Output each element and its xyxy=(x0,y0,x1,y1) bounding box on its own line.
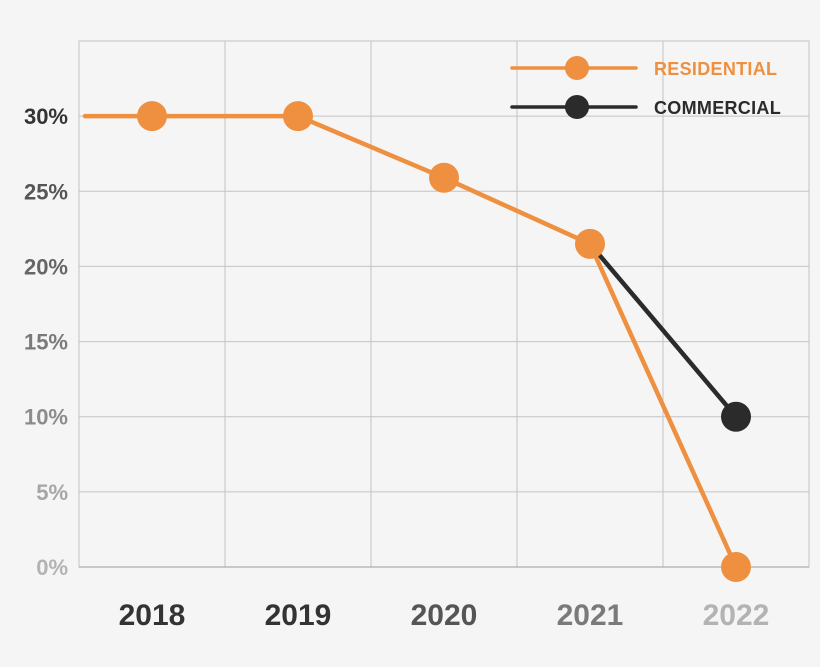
y-tick-label: 5% xyxy=(36,480,68,505)
series xyxy=(82,101,751,582)
y-tick-label: 30% xyxy=(24,104,68,129)
y-tick-label: 0% xyxy=(36,555,68,580)
legend-marker-commercial xyxy=(565,95,589,119)
x-tick-label: 2022 xyxy=(703,599,770,632)
data-point-residential xyxy=(283,101,313,132)
legend-label-residential: RESIDENTIAL xyxy=(654,59,777,79)
y-tick-label: 20% xyxy=(24,254,68,279)
data-point-residential xyxy=(137,101,167,132)
y-tick-label: 15% xyxy=(24,330,68,355)
y-tick-label: 10% xyxy=(24,405,68,430)
x-tick-label: 2020 xyxy=(411,599,478,632)
x-tick-label: 2019 xyxy=(265,599,332,632)
legend-label-commercial: COMMERCIAL xyxy=(654,98,781,118)
data-point-residential xyxy=(575,228,605,259)
data-point-residential xyxy=(429,162,459,193)
y-axis-ticks: 0% 5% 10% 15% 20% 25% 30% xyxy=(24,104,68,580)
x-tick-label: 2021 xyxy=(557,599,624,632)
x-tick-label: 2018 xyxy=(119,599,186,632)
legend: RESIDENTIAL COMMERCIAL xyxy=(510,56,781,119)
y-tick-label: 25% xyxy=(24,179,68,204)
legend-marker-residential xyxy=(565,56,589,80)
data-point-residential xyxy=(721,552,751,582)
series-line-commercial xyxy=(587,241,739,419)
x-axis-ticks: 2018 2019 2020 2021 2022 xyxy=(119,599,770,632)
data-point-commercial xyxy=(721,401,751,432)
